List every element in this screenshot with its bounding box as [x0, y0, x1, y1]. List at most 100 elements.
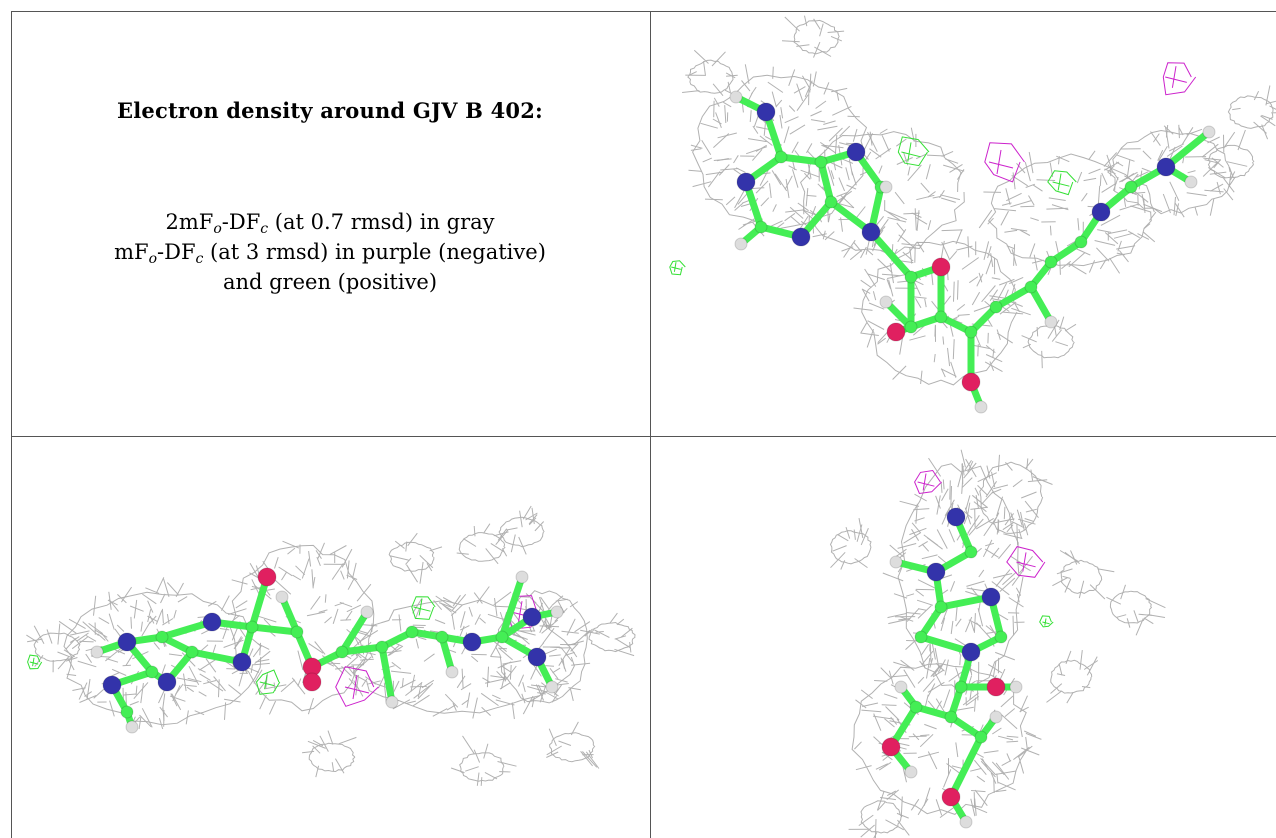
middle-divider	[11, 436, 1276, 437]
atom	[904, 320, 918, 334]
difference-mesh	[1162, 62, 1197, 96]
atom	[1044, 255, 1058, 269]
caption-legend: 2mFo-DFc (at 0.7 rmsd) in gray mFo-DFc (…	[11, 207, 649, 297]
atom	[550, 605, 564, 619]
atom	[545, 680, 559, 694]
atom	[1091, 202, 1111, 222]
atom	[754, 220, 768, 234]
atom	[1009, 680, 1023, 694]
density-mesh	[688, 64, 874, 237]
atom	[734, 237, 748, 251]
atom	[934, 600, 948, 614]
density-mesh	[1021, 316, 1077, 369]
top-border	[11, 11, 1276, 12]
atom	[861, 222, 881, 242]
atom	[435, 630, 449, 644]
atom	[1024, 280, 1038, 294]
atom	[914, 630, 928, 644]
atom	[974, 400, 988, 414]
caption-title: Electron density around GJV B 402:	[117, 98, 543, 123]
atom	[1074, 235, 1088, 249]
caption-cell: Electron density around GJV B 402: 2mFo-…	[11, 11, 649, 435]
atom	[881, 737, 901, 757]
atom	[1124, 180, 1138, 194]
atom	[462, 632, 482, 652]
atom	[405, 625, 419, 639]
density-mesh	[971, 454, 1053, 546]
density-mesh	[1203, 129, 1255, 188]
atom	[257, 567, 277, 587]
density-mesh	[302, 730, 357, 778]
left-border	[11, 11, 12, 838]
atom	[302, 672, 322, 692]
density-mesh	[829, 518, 872, 570]
difference-mesh	[411, 596, 436, 620]
density-mesh	[851, 647, 1042, 819]
atom	[445, 665, 459, 679]
atom	[1044, 315, 1058, 329]
atom	[275, 590, 289, 604]
molecule-view-bottom-right	[651, 437, 1276, 838]
atom	[120, 705, 134, 719]
atom	[964, 325, 978, 339]
density-mesh	[57, 577, 262, 730]
atom	[986, 677, 1006, 697]
atom	[824, 195, 838, 209]
atom	[290, 625, 304, 639]
density-mesh	[456, 523, 509, 565]
atom	[961, 642, 981, 662]
difference-mesh	[255, 669, 281, 695]
atom	[889, 555, 903, 569]
atom	[879, 180, 893, 194]
density-render	[829, 449, 1166, 838]
atom	[736, 172, 756, 192]
atom	[894, 680, 908, 694]
atom	[245, 620, 259, 634]
legend-line-fofc: mFo-DFc (at 3 rmsd) in purple (negative)	[114, 240, 546, 267]
density-mesh	[388, 532, 443, 584]
density-render	[26, 505, 636, 786]
difference-mesh	[1039, 615, 1054, 628]
atom	[941, 787, 961, 807]
atom	[961, 372, 981, 392]
atom	[125, 720, 139, 734]
atom	[495, 630, 509, 644]
atom	[774, 150, 788, 164]
density-mesh	[1046, 650, 1099, 704]
atom	[926, 562, 946, 582]
atom	[904, 270, 918, 284]
density-mesh	[848, 791, 910, 838]
density-mesh	[580, 612, 636, 657]
difference-mesh	[897, 136, 930, 167]
atom	[989, 300, 1003, 314]
atom	[946, 507, 966, 527]
atom	[904, 765, 918, 779]
density-mesh	[882, 449, 1033, 701]
atom	[527, 647, 547, 667]
atom	[846, 142, 866, 162]
difference-mesh	[1047, 170, 1077, 196]
center-divider	[650, 11, 651, 838]
atom	[879, 295, 893, 309]
difference-mesh	[27, 654, 43, 670]
atom	[729, 90, 743, 104]
atom	[1202, 125, 1216, 139]
atom	[931, 257, 951, 277]
atom	[1156, 157, 1176, 177]
atom	[385, 695, 399, 709]
atom	[944, 710, 958, 724]
atom	[756, 102, 776, 122]
atom	[981, 587, 1001, 607]
atom	[102, 675, 122, 695]
density-mesh	[484, 590, 593, 715]
density-mesh	[546, 721, 600, 769]
density-mesh	[682, 49, 738, 97]
atom	[994, 630, 1008, 644]
density-mesh	[978, 150, 1163, 275]
atom	[360, 605, 374, 619]
molecule-view-bottom-left	[12, 437, 650, 838]
atom	[522, 607, 542, 627]
density-render	[669, 15, 1276, 414]
atom	[335, 645, 349, 659]
